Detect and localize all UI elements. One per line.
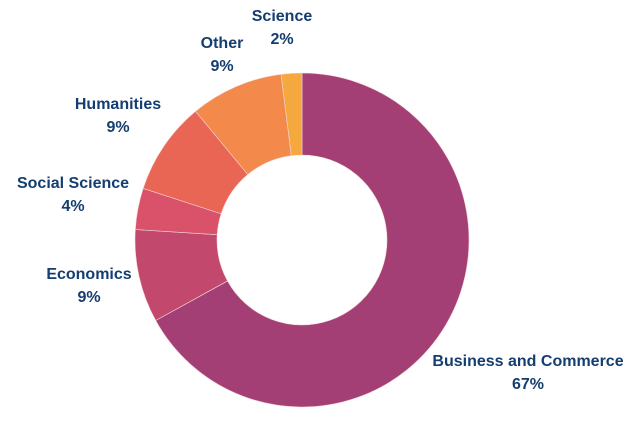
slice-value-label: 9% bbox=[77, 289, 100, 306]
slice-label: Humanities bbox=[75, 96, 161, 113]
slice-science bbox=[280, 72, 303, 157]
slice-value-label: 9% bbox=[210, 58, 233, 75]
slice-label: Social Science bbox=[17, 175, 129, 192]
slice-label: Other bbox=[201, 35, 244, 52]
slice-value-label: 4% bbox=[61, 198, 84, 215]
slice-value-label: 67% bbox=[512, 376, 544, 393]
slice-label: Economics bbox=[46, 266, 131, 283]
slice-value-label: 2% bbox=[270, 31, 293, 48]
slice-value-label: 9% bbox=[106, 119, 129, 136]
slice-label: Science bbox=[252, 8, 313, 25]
slice-business-and-commerce bbox=[155, 72, 470, 408]
slice-label: Business and Commerce bbox=[432, 353, 623, 370]
